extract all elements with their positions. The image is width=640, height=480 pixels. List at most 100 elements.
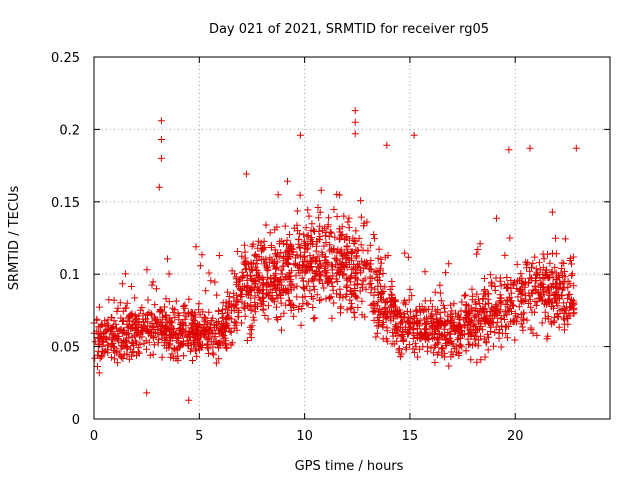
data-point <box>166 340 174 348</box>
data-point <box>161 312 169 320</box>
data-point <box>103 325 111 333</box>
data-point <box>308 276 316 284</box>
data-point <box>146 351 154 359</box>
data-point <box>337 268 345 276</box>
data-point <box>541 298 549 306</box>
data-point <box>119 307 127 315</box>
data-point <box>189 357 196 364</box>
data-point <box>351 313 359 321</box>
data-point <box>160 331 168 339</box>
data-point <box>321 232 329 240</box>
data-point <box>316 260 324 268</box>
data-point <box>346 296 354 304</box>
data-point <box>476 300 484 307</box>
data-point <box>338 223 346 231</box>
data-point <box>300 253 308 261</box>
x-axis-title: GPS time / hours <box>295 459 404 474</box>
data-point <box>332 255 340 263</box>
data-point <box>361 258 369 266</box>
data-point <box>234 248 242 255</box>
data-point <box>154 339 162 347</box>
data-point <box>367 257 375 264</box>
x-tick-label: 15 <box>402 429 419 444</box>
data-point <box>346 236 353 244</box>
data-point <box>194 342 202 350</box>
data-point <box>373 329 381 337</box>
data-point <box>481 313 489 321</box>
data-point <box>264 280 272 288</box>
data-point <box>326 241 334 249</box>
data-point <box>296 191 304 199</box>
data-point <box>568 260 575 268</box>
data-point <box>228 267 236 275</box>
data-point <box>213 291 221 299</box>
data-point <box>257 300 265 308</box>
data-point <box>257 255 265 263</box>
data-point <box>94 347 102 355</box>
data-point <box>445 260 453 268</box>
data-point <box>558 265 566 272</box>
data-point <box>555 323 563 331</box>
data-point <box>263 281 271 289</box>
data-point <box>114 304 122 312</box>
data-point <box>532 277 540 284</box>
data-point <box>277 313 285 321</box>
data-point <box>492 301 500 309</box>
data-point <box>320 242 328 250</box>
data-point <box>119 355 127 362</box>
data-point <box>430 333 438 341</box>
data-point <box>231 319 239 327</box>
data-point <box>157 327 165 335</box>
data-point <box>246 323 254 331</box>
data-point <box>538 319 546 327</box>
data-point <box>201 314 209 322</box>
data-point <box>539 280 547 288</box>
data-point <box>456 329 464 337</box>
data-point <box>377 282 385 290</box>
data-point <box>187 324 195 332</box>
data-point <box>310 315 318 323</box>
data-point <box>564 320 572 328</box>
data-point <box>477 356 485 364</box>
data-point <box>561 273 569 281</box>
data-point <box>149 350 157 358</box>
data-point <box>502 323 509 331</box>
data-point <box>383 327 391 335</box>
data-point <box>382 309 390 317</box>
data-point <box>303 245 311 253</box>
data-point <box>198 251 206 259</box>
data-point <box>356 287 364 295</box>
data-point <box>370 231 378 239</box>
data-point <box>333 249 341 257</box>
data-point <box>309 295 317 303</box>
data-point <box>431 341 439 349</box>
data-point <box>438 331 446 339</box>
data-point <box>385 294 393 302</box>
data-point <box>300 231 308 239</box>
data-point <box>247 334 255 342</box>
data-point <box>352 227 360 235</box>
data-point <box>239 283 247 290</box>
y-axis: 0 0.05 0.1 0.15 0.2 0.25 <box>51 51 610 428</box>
data-point <box>402 300 410 308</box>
data-point <box>405 296 413 304</box>
data-point <box>343 306 351 314</box>
data-point <box>120 336 128 344</box>
data-point <box>343 274 351 282</box>
data-point <box>243 290 251 298</box>
data-point <box>205 269 213 277</box>
data-point <box>377 308 385 316</box>
data-point <box>531 298 539 306</box>
data-point <box>249 313 257 321</box>
data-point <box>202 287 210 295</box>
data-point <box>462 291 470 299</box>
data-point <box>368 275 376 282</box>
data-point <box>541 308 549 316</box>
data-point <box>362 285 370 293</box>
data-point <box>454 313 462 321</box>
data-point <box>517 297 525 305</box>
data-point <box>461 307 469 315</box>
data-point <box>521 281 529 289</box>
data-point <box>245 303 253 311</box>
data-point <box>517 280 525 288</box>
